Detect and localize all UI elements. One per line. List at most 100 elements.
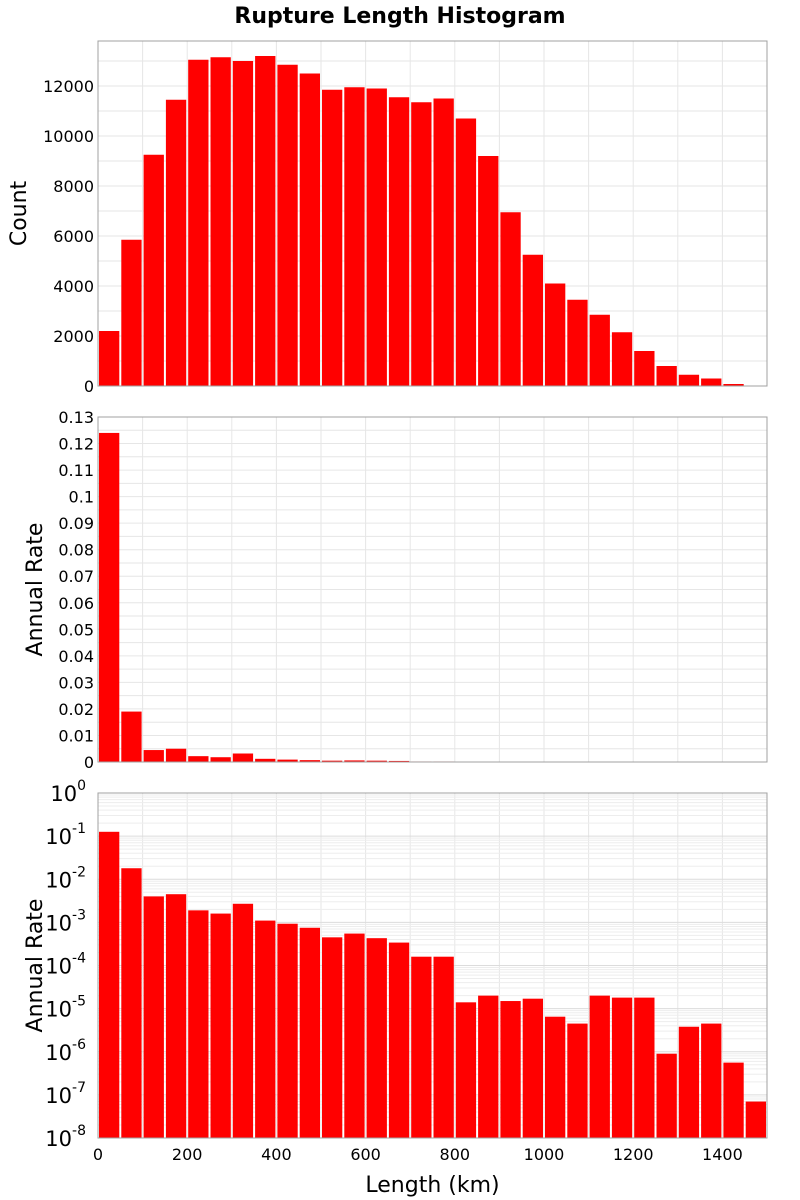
bar bbox=[344, 87, 365, 386]
chart-panel-3: 100 10-1 10-2 10-3 10-4 10-5 10-6 10-7 10-8 Annua… bbox=[23, 778, 768, 1198]
y-tick-label: 10-7 bbox=[45, 1080, 86, 1108]
bar bbox=[255, 758, 276, 762]
bar bbox=[545, 1016, 566, 1138]
bar bbox=[121, 711, 142, 762]
y-axis-label: Annual Rate bbox=[23, 523, 48, 657]
bar bbox=[299, 73, 320, 386]
bar bbox=[255, 920, 276, 1138]
y-tick-label: 0.01 bbox=[58, 726, 94, 745]
bar bbox=[143, 750, 164, 762]
bar bbox=[165, 748, 187, 762]
y-tick-label: 4000 bbox=[53, 277, 94, 296]
x-tick-label: 200 bbox=[172, 1145, 203, 1164]
bar bbox=[678, 1026, 700, 1138]
bar bbox=[232, 903, 254, 1138]
bar bbox=[678, 374, 700, 386]
y-axis-label: Count bbox=[7, 180, 32, 246]
bar bbox=[634, 997, 655, 1138]
bar bbox=[589, 995, 610, 1138]
bar bbox=[455, 118, 477, 386]
bar bbox=[411, 102, 432, 386]
bar bbox=[522, 998, 543, 1138]
bar bbox=[611, 997, 633, 1138]
bar bbox=[366, 760, 387, 762]
bar bbox=[165, 99, 187, 386]
grid-lines bbox=[97, 41, 768, 387]
bar bbox=[522, 254, 543, 386]
y-tick-label: 10-1 bbox=[45, 821, 86, 849]
bar bbox=[656, 1053, 677, 1138]
x-tick-label: 1200 bbox=[613, 1145, 654, 1164]
y-tick-labels: 100 10-1 10-2 10-3 10-4 10-5 10-6 10-7 10-8 bbox=[45, 778, 86, 1151]
y-tick-label: 0 bbox=[84, 377, 94, 396]
bar bbox=[634, 351, 655, 386]
y-tick-label: 0.07 bbox=[58, 567, 94, 586]
bar bbox=[322, 760, 343, 762]
y-tick-label: 0.11 bbox=[58, 461, 94, 480]
bar bbox=[322, 937, 343, 1138]
bar bbox=[277, 759, 298, 762]
y-tick-label: 10-8 bbox=[45, 1123, 86, 1151]
bar bbox=[99, 831, 120, 1138]
bar bbox=[188, 756, 209, 762]
plot-frame bbox=[97, 40, 768, 387]
bar bbox=[210, 57, 231, 386]
bar bbox=[589, 314, 610, 386]
bar bbox=[299, 760, 320, 762]
y-tick-label: 0.12 bbox=[58, 435, 94, 454]
bar bbox=[99, 331, 120, 386]
y-tick-label: 10-5 bbox=[45, 994, 86, 1022]
bar bbox=[232, 61, 254, 386]
bar bbox=[388, 942, 410, 1138]
bar bbox=[210, 913, 231, 1138]
y-tick-label: 0.05 bbox=[58, 620, 94, 639]
bar bbox=[701, 1023, 722, 1138]
bar bbox=[143, 896, 164, 1138]
bar bbox=[500, 1001, 521, 1138]
bar bbox=[656, 366, 677, 386]
bar bbox=[121, 239, 142, 386]
bars bbox=[99, 56, 766, 386]
y-tick-label: 0.08 bbox=[58, 541, 94, 560]
bar bbox=[344, 933, 365, 1138]
grid-lines bbox=[97, 793, 768, 1139]
grid-lines bbox=[97, 416, 768, 763]
plot-frame bbox=[97, 792, 768, 1139]
x-tick-label: 0 bbox=[93, 1145, 103, 1164]
y-tick-label: 0.09 bbox=[58, 514, 94, 533]
bar bbox=[567, 1023, 588, 1138]
bar bbox=[366, 88, 387, 386]
bar bbox=[433, 956, 454, 1138]
y-tick-label: 2000 bbox=[53, 327, 94, 346]
bar bbox=[478, 995, 499, 1138]
bar bbox=[545, 283, 566, 386]
x-tick-label: 1000 bbox=[524, 1145, 565, 1164]
bar bbox=[500, 212, 521, 386]
y-tick-label: 0.06 bbox=[58, 594, 94, 613]
chart-panel-2: 0 0.01 0.02 0.03 0.04 0.05 0.06 0.07 0.08 0.09 0.1… bbox=[23, 408, 768, 772]
y-tick-label: 0.02 bbox=[58, 700, 94, 719]
x-tick-label: 400 bbox=[261, 1145, 292, 1164]
chart-panel-1: 0 2000 4000 6000 8000 10000 12000 Count bbox=[7, 40, 768, 396]
y-tick-label: 0.1 bbox=[69, 488, 94, 507]
figure-title: Rupture Length Histogram bbox=[234, 4, 565, 29]
bar bbox=[455, 1002, 477, 1138]
y-tick-label: 100 bbox=[50, 778, 86, 806]
y-tick-label: 10-6 bbox=[45, 1037, 86, 1065]
bar bbox=[723, 1062, 744, 1138]
x-tick-labels: 0 200 400 600 800 1000 1200 1400 bbox=[93, 1145, 743, 1164]
bars bbox=[99, 831, 766, 1138]
bar bbox=[210, 757, 231, 762]
y-tick-label: 0.03 bbox=[58, 673, 94, 692]
y-tick-label: 0.04 bbox=[58, 647, 94, 666]
y-tick-label: 12000 bbox=[43, 77, 94, 96]
bar bbox=[188, 59, 209, 386]
y-tick-label: 0 bbox=[84, 753, 94, 772]
bar bbox=[388, 97, 410, 386]
bar bbox=[366, 938, 387, 1138]
bar bbox=[611, 332, 633, 386]
bar bbox=[411, 956, 432, 1138]
y-tick-label: 8000 bbox=[53, 177, 94, 196]
bar bbox=[701, 378, 722, 386]
x-axis-label: Length (km) bbox=[365, 1173, 499, 1198]
